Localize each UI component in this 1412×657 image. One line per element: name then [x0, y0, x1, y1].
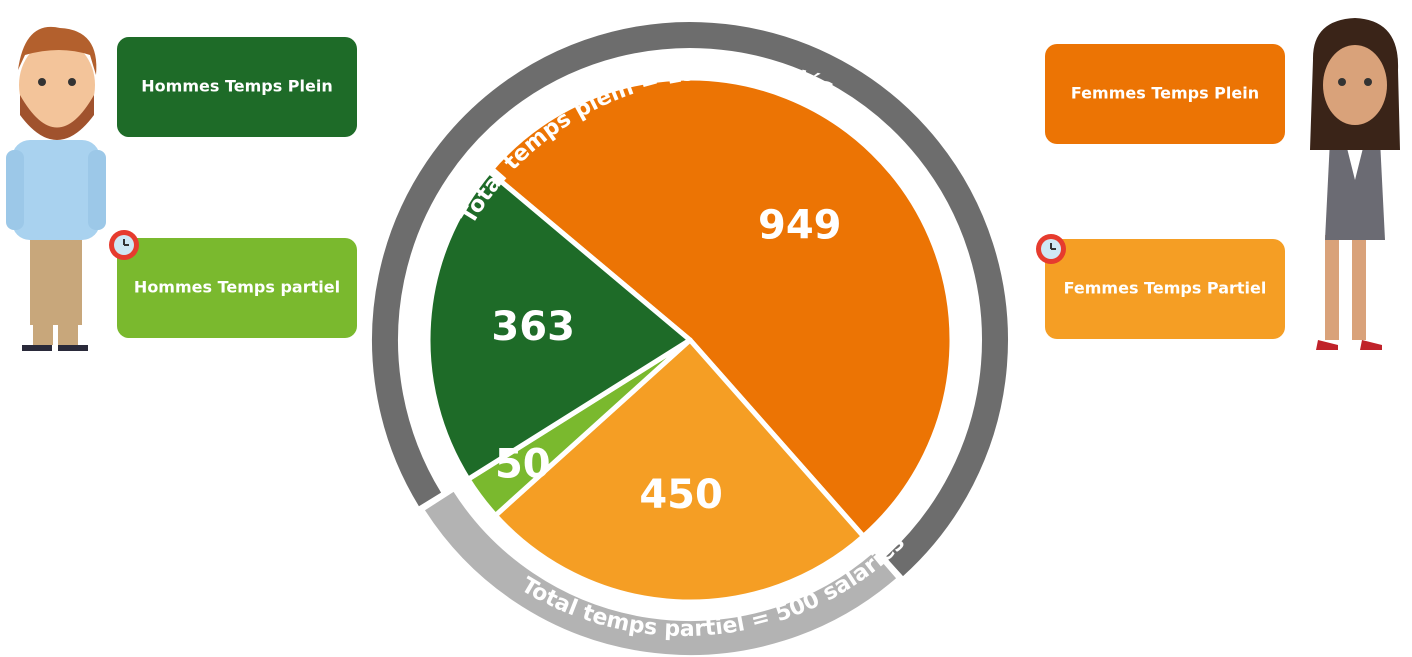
- value-label: 949: [758, 202, 842, 248]
- woman-figure: [1310, 18, 1400, 350]
- man-figure: [6, 27, 106, 351]
- value-label: 50: [495, 441, 551, 487]
- value-label: 363: [491, 304, 575, 350]
- value-label: 450: [639, 472, 723, 518]
- legend-label: Femmes Temps Plein: [1071, 84, 1259, 103]
- legend-label: Hommes Temps Plein: [141, 77, 332, 96]
- infographic: Total temps plein = 1312 salariés Total …: [0, 0, 1412, 657]
- clock-icon: [1036, 234, 1066, 264]
- legend-label: Hommes Temps partiel: [134, 278, 340, 297]
- legend-label: Femmes Temps Partiel: [1064, 279, 1267, 298]
- clock-icon: [109, 230, 139, 260]
